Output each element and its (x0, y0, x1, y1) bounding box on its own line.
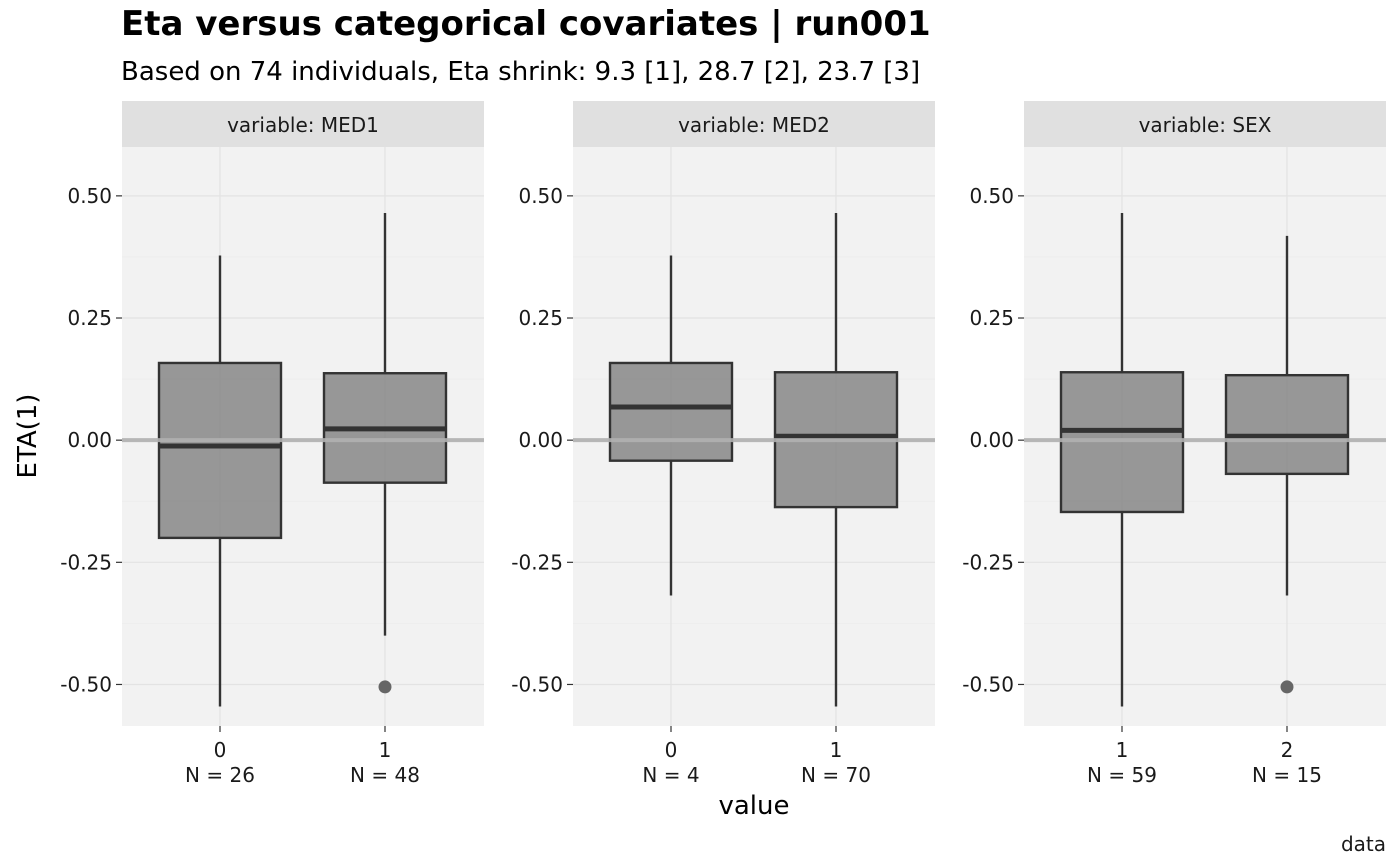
chart-caption: data (1341, 832, 1386, 856)
facet-strip-label: variable: MED2 (678, 113, 830, 137)
y-tick-label: -0.25 (60, 550, 112, 574)
y-tick-label: 0.00 (969, 428, 1014, 452)
box-body (608, 361, 734, 462)
x-tick-label: 1 (830, 738, 843, 762)
y-tick-label: 0.25 (518, 306, 563, 330)
box-body (1224, 373, 1350, 476)
x-tick-label: 0 (214, 738, 227, 762)
y-axis-title: ETA(1) (13, 394, 43, 479)
facet-strip-label: variable: SEX (1139, 113, 1272, 137)
y-tick-label: -0.50 (60, 672, 112, 696)
y-tick-label: -0.25 (962, 550, 1014, 574)
y-tick-label: 0.50 (969, 184, 1014, 208)
x-axis-title: value (718, 791, 789, 821)
x-tick-label: 2 (1281, 738, 1294, 762)
x-tick-label: 1 (379, 738, 392, 762)
box-0 (608, 255, 734, 596)
outlier-point (1280, 680, 1294, 694)
x-tick-n-label: N = 48 (350, 763, 420, 787)
box-1 (322, 212, 448, 694)
facet-strip (122, 101, 484, 147)
facet-strip-label: variable: MED1 (227, 113, 379, 137)
y-tick-label: 0.50 (67, 184, 112, 208)
y-tick-label: 0.25 (67, 306, 112, 330)
x-tick-n-label: N = 4 (642, 763, 699, 787)
y-tick-label: 0.00 (518, 428, 563, 452)
y-tick-label: 0.25 (969, 306, 1014, 330)
y-tick-label: 0.00 (67, 428, 112, 452)
y-tick-label: 0.50 (518, 184, 563, 208)
outlier-point (378, 680, 392, 694)
y-tick-label: -0.50 (962, 672, 1014, 696)
x-tick-n-label: N = 15 (1252, 763, 1322, 787)
x-tick-label: 0 (665, 738, 678, 762)
chart-subtitle: Based on 74 individuals, Eta shrink: 9.3… (121, 57, 920, 87)
box-body (157, 361, 283, 540)
facet-strip (1024, 101, 1386, 147)
x-tick-label: 1 (1116, 738, 1129, 762)
y-tick-label: -0.50 (511, 672, 563, 696)
x-tick-n-label: N = 59 (1087, 763, 1157, 787)
chart-title: Eta versus categorical covariates | run0… (121, 4, 931, 44)
y-tick-label: -0.25 (511, 550, 563, 574)
box-0 (157, 255, 283, 707)
box-2 (1224, 235, 1350, 694)
x-tick-n-label: N = 70 (801, 763, 871, 787)
facet-strip (573, 101, 935, 147)
x-tick-n-label: N = 26 (185, 763, 255, 787)
